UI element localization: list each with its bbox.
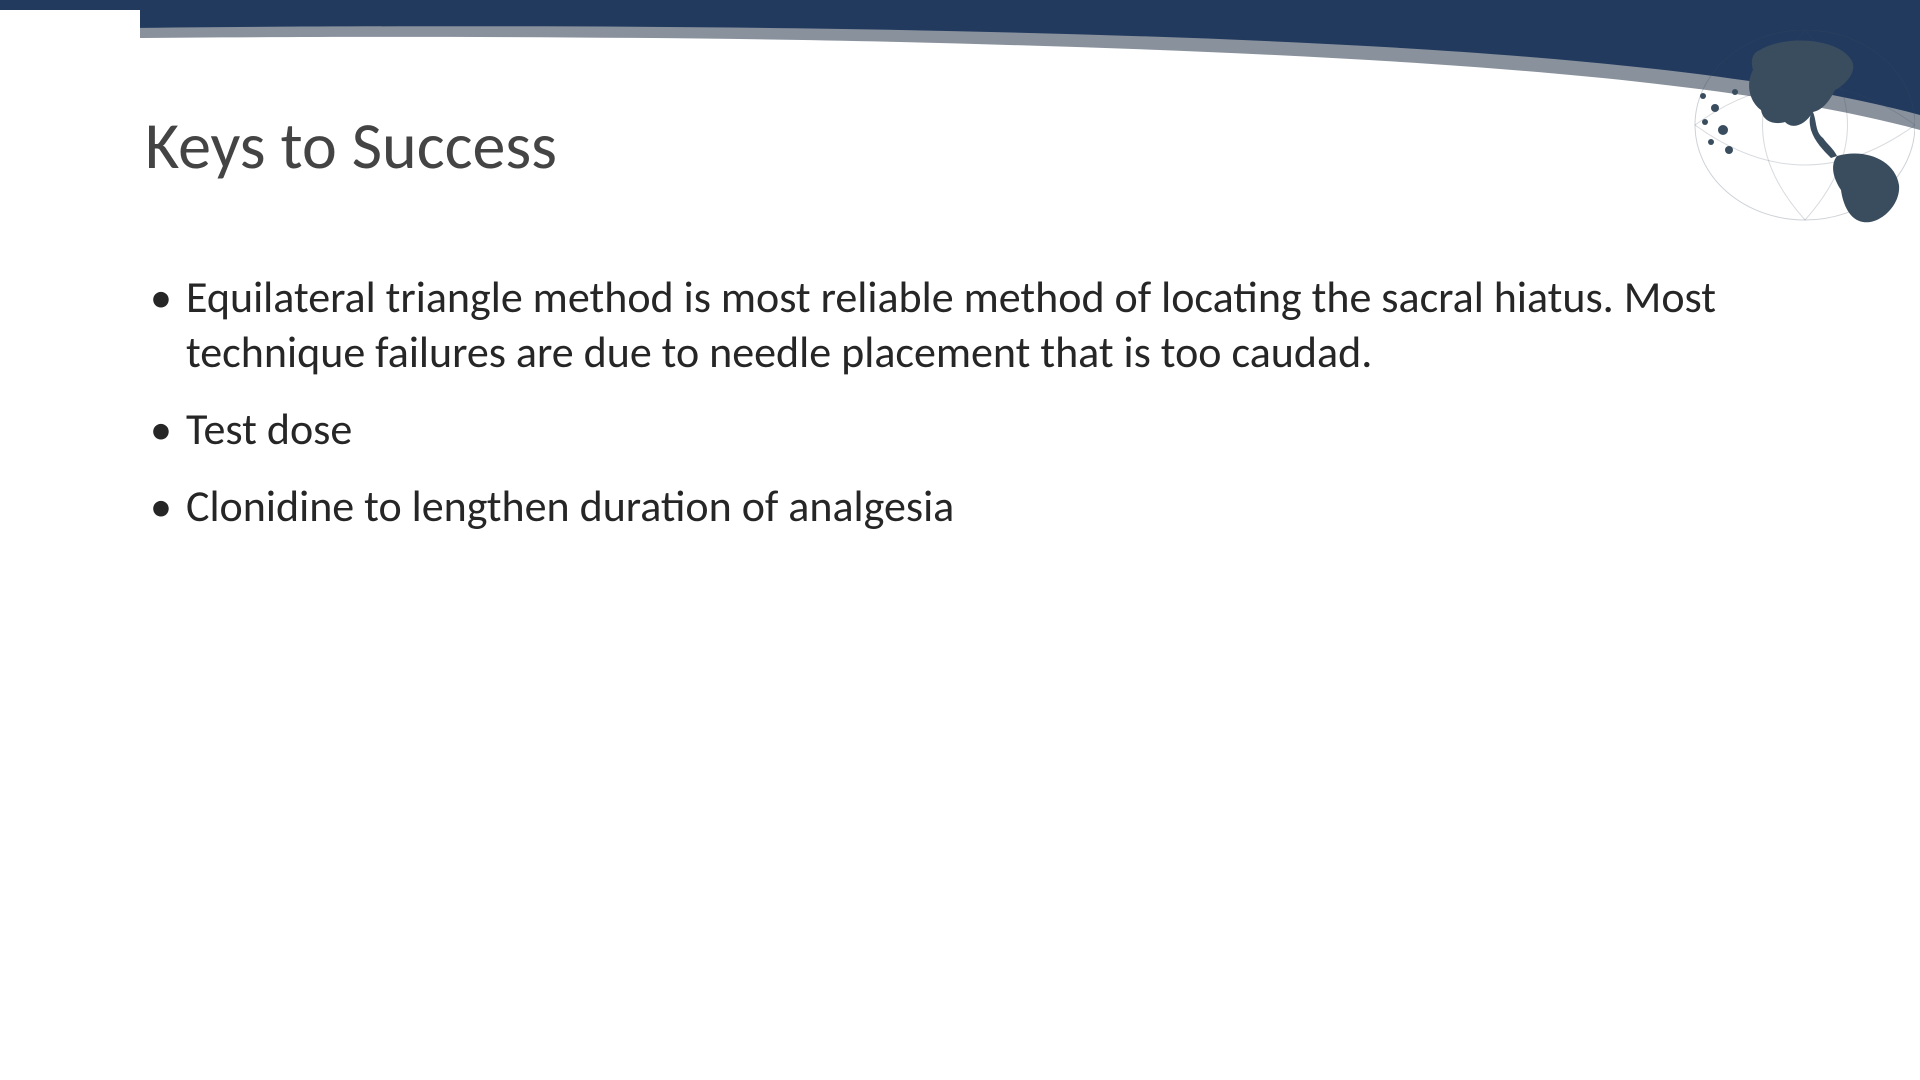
globe-icon bbox=[1665, 30, 1915, 230]
bullet-list: Equilateral triangle method is most reli… bbox=[150, 270, 1750, 534]
slide-title: Keys to Success bbox=[145, 105, 557, 186]
bullet-item: Equilateral triangle method is most reli… bbox=[150, 270, 1750, 380]
bullet-item: Test dose bbox=[150, 402, 1750, 457]
slide: Keys to Success Equilateral triangle met… bbox=[0, 0, 1920, 1080]
top-banner bbox=[0, 0, 1920, 90]
bullet-item: Clonidine to lengthen duration of analge… bbox=[150, 479, 1750, 534]
slide-content: Equilateral triangle method is most reli… bbox=[150, 270, 1750, 556]
